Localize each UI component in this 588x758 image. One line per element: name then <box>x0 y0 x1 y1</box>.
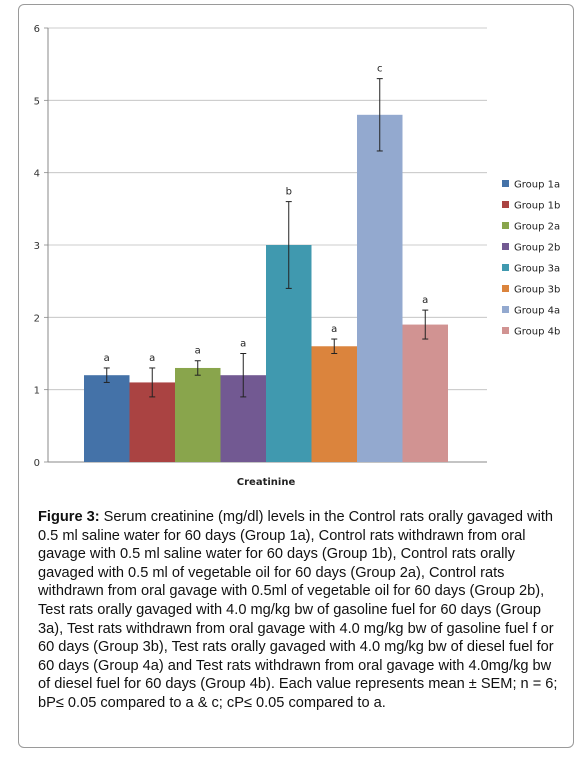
bar <box>357 114 403 463</box>
y-tick-label: 4 <box>34 169 40 180</box>
bar <box>84 375 130 462</box>
x-axis-label: Creatinine <box>237 477 296 488</box>
legend-entry: Group 2a <box>514 222 560 233</box>
data-label: c <box>377 64 383 75</box>
bar <box>175 367 221 462</box>
legend-swatch <box>502 180 509 187</box>
data-label: b <box>286 187 292 198</box>
legend-entry: Group 3a <box>514 264 560 275</box>
data-label: a <box>422 295 428 306</box>
y-tick-label: 2 <box>34 313 40 324</box>
legend-entry: Group 3b <box>514 285 560 296</box>
legend-swatch <box>502 243 509 250</box>
legend-entry: Group 4b <box>514 327 560 338</box>
y-tick-label: 0 <box>34 458 40 469</box>
legend-swatch <box>502 201 509 208</box>
legend-entry: Group 4a <box>514 306 560 317</box>
y-tick-label: 5 <box>34 96 40 107</box>
data-label: a <box>104 353 110 364</box>
caption-label: Figure 3: <box>38 509 100 525</box>
legend-entry: Group 2b <box>514 243 560 254</box>
legend-entry: Group 1b <box>514 201 560 212</box>
bar <box>311 346 357 462</box>
y-tick-label: 1 <box>34 386 40 397</box>
bar <box>402 324 448 462</box>
legend-entry: Group 1a <box>514 180 560 191</box>
data-label: a <box>195 346 201 357</box>
caption-text: Serum creatinine (mg/dl) levels in the C… <box>38 509 558 711</box>
legend-swatch <box>502 285 509 292</box>
data-label: a <box>149 353 155 364</box>
y-tick-label: 3 <box>34 241 40 252</box>
y-tick-label: 6 <box>34 24 40 35</box>
legend-swatch <box>502 327 509 334</box>
legend-swatch <box>502 222 509 229</box>
bar-chart: 0 1 2 3 4 5 6 a a a a b a c a Creatinine Group 1a Group 1… <box>34 24 561 488</box>
figure-caption: Figure 3: Serum creatinine (mg/dl) level… <box>38 508 558 713</box>
data-label: a <box>240 339 246 350</box>
data-label: a <box>331 324 337 335</box>
legend-swatch <box>502 306 509 313</box>
legend-swatch <box>502 264 509 271</box>
